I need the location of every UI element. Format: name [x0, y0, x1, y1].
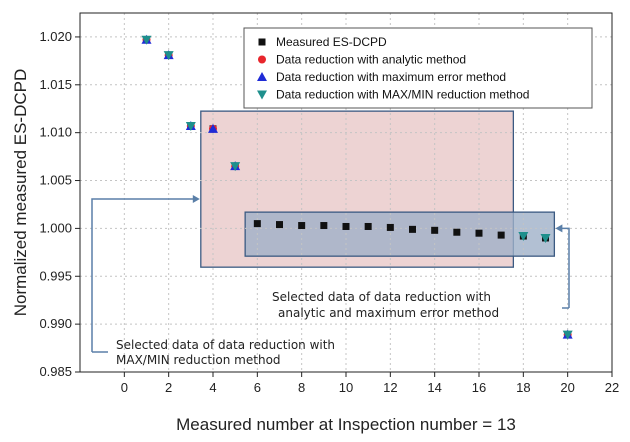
max-min-region-label: MAX/MIN reduction method: [116, 353, 281, 367]
point-series-1: [431, 226, 439, 234]
point-series-1: [475, 229, 483, 237]
legend-marker: [258, 38, 266, 46]
point-series-4: [163, 51, 174, 61]
analytic-region-label: Selected data of data reduction with: [272, 290, 491, 304]
y-tick-label: 1.000: [39, 220, 72, 235]
point-series-1: [453, 228, 461, 236]
point-series-4: [230, 162, 241, 172]
x-tick-label: 4: [209, 380, 216, 395]
x-tick-label: 10: [339, 380, 353, 395]
highlight-regions: [200, 110, 556, 268]
legend: Measured ES-DCPD Data reduction with anal…: [243, 27, 593, 109]
x-tick-label: 6: [254, 380, 261, 395]
x-tick-label: 12: [383, 380, 397, 395]
point-series-4: [141, 35, 152, 45]
point-series-1: [253, 220, 261, 228]
y-tick-label: 0.990: [39, 316, 72, 331]
x-tick-label: 0: [121, 380, 128, 395]
x-tick-label: 22: [605, 380, 619, 395]
x-tick-label: 20: [560, 380, 574, 395]
legend-label: Data reduction with analytic method: [276, 53, 466, 67]
point-series-4: [185, 121, 196, 131]
legend-label: Measured ES-DCPD: [276, 35, 387, 49]
annotation-arrows: [91, 195, 570, 353]
y-tick-label: 1.020: [39, 29, 72, 44]
y-tick-label: 1.015: [39, 77, 72, 92]
point-series-1: [409, 225, 416, 233]
legend-marker: [257, 90, 267, 100]
point-series-1: [364, 222, 372, 230]
point-series-1: [276, 221, 283, 229]
y-tick-label: 0.985: [39, 364, 72, 379]
x-tick-label: 18: [516, 380, 530, 395]
point-series-1: [320, 222, 328, 230]
point-series-1: [342, 222, 350, 230]
x-tick-label: 14: [427, 380, 441, 395]
point-series-1: [298, 222, 306, 230]
analytic-region-box: [244, 211, 556, 257]
point-series-4: [562, 330, 573, 340]
arrow-head: [555, 224, 563, 233]
x-tick-label: 16: [472, 380, 486, 395]
y-axis-title: Normalized measured ES-DCPD: [11, 69, 30, 317]
point-series-4: [518, 232, 529, 242]
y-tick-label: 0.995: [39, 268, 72, 283]
point-series-3: [208, 123, 218, 133]
y-tick-label: 1.010: [39, 125, 72, 140]
annotation-labels: Selected data of data reduction withMAX/…: [116, 290, 499, 367]
arrow-to-analytic-region: [560, 227, 570, 308]
max-min-region-label: Selected data of data reduction with: [116, 338, 335, 352]
x-axis-title: Measured number at Inspection number = 1…: [176, 415, 516, 434]
legend-box: [243, 27, 593, 109]
legend-label: Data reduction with maximum error method: [276, 70, 506, 84]
legend-marker: [258, 55, 266, 64]
data-points: [141, 34, 573, 340]
legend-label: Data reduction with MAX/MIN reduction me…: [276, 88, 529, 102]
analytic-region-label: analytic and maximum error method: [278, 306, 499, 320]
point-series-1: [386, 223, 394, 231]
point-series-1: [497, 231, 505, 239]
arrow-to-max-min-region: [91, 198, 195, 352]
y-tick-label: 1.005: [39, 173, 72, 188]
x-tick-label: 8: [298, 380, 305, 395]
x-tick-label: 2: [165, 380, 172, 395]
arrow-head: [192, 195, 200, 203]
axis-ticks: 0 2 4 6 8 10 12 14 16 18 20 22 0.985 0.990 0.995 1.000 1…: [39, 29, 619, 395]
point-series-4: [540, 233, 551, 243]
legend-marker: [257, 72, 267, 81]
